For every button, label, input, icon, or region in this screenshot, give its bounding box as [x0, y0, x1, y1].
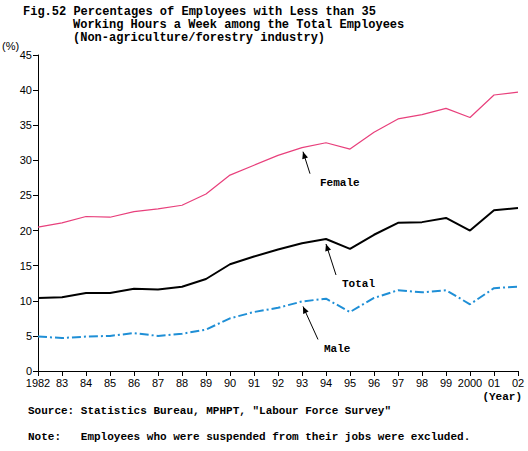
svg-text:86: 86: [128, 377, 140, 389]
svg-text:98: 98: [416, 377, 428, 389]
svg-text:93: 93: [296, 377, 308, 389]
svg-text:Note: Employees who were sus: Note: Employees who were suspended from …: [28, 431, 470, 443]
svg-text:88: 88: [176, 377, 188, 389]
svg-text:5: 5: [26, 330, 32, 342]
svg-text:83: 83: [56, 377, 68, 389]
svg-text:45: 45: [20, 49, 32, 61]
svg-text:95: 95: [344, 377, 356, 389]
svg-text:0: 0: [26, 365, 32, 377]
svg-text:84: 84: [80, 377, 92, 389]
svg-text:89: 89: [200, 377, 212, 389]
svg-text:94: 94: [320, 377, 332, 389]
svg-text:96: 96: [368, 377, 380, 389]
svg-text:87: 87: [152, 377, 164, 389]
svg-text:91: 91: [248, 377, 260, 389]
svg-text:99: 99: [440, 377, 452, 389]
svg-text:20: 20: [20, 225, 32, 237]
svg-text:Working Hours a Week among the: Working Hours a Week among the Total Emp…: [73, 18, 404, 32]
svg-text:(%): (%): [2, 40, 19, 52]
svg-text:(Year): (Year): [482, 391, 522, 403]
svg-text:85: 85: [104, 377, 116, 389]
svg-text:40: 40: [20, 84, 32, 96]
svg-text:Male: Male: [324, 343, 351, 355]
svg-text:35: 35: [20, 119, 32, 131]
svg-text:Fig.52 Percentages of Employee: Fig.52 Percentages of Employees with Les…: [23, 5, 376, 19]
svg-text:97: 97: [392, 377, 404, 389]
svg-text:25: 25: [20, 189, 32, 201]
svg-text:90: 90: [224, 377, 236, 389]
svg-text:01: 01: [488, 377, 500, 389]
svg-text:92: 92: [272, 377, 284, 389]
svg-text:30: 30: [20, 154, 32, 166]
svg-text:(Non-agriculture/forestry indu: (Non-agriculture/forestry industry): [73, 31, 325, 45]
svg-text:1982: 1982: [26, 377, 50, 389]
svg-text:02: 02: [512, 377, 524, 389]
svg-text:2000: 2000: [458, 377, 482, 389]
svg-text:10: 10: [20, 295, 32, 307]
svg-text:Total: Total: [342, 278, 375, 290]
svg-text:Female: Female: [320, 177, 360, 189]
svg-text:15: 15: [20, 260, 32, 272]
svg-text:Source: Statistics Bureau, MPH: Source: Statistics Bureau, MPHPT, "Labou…: [28, 405, 391, 417]
